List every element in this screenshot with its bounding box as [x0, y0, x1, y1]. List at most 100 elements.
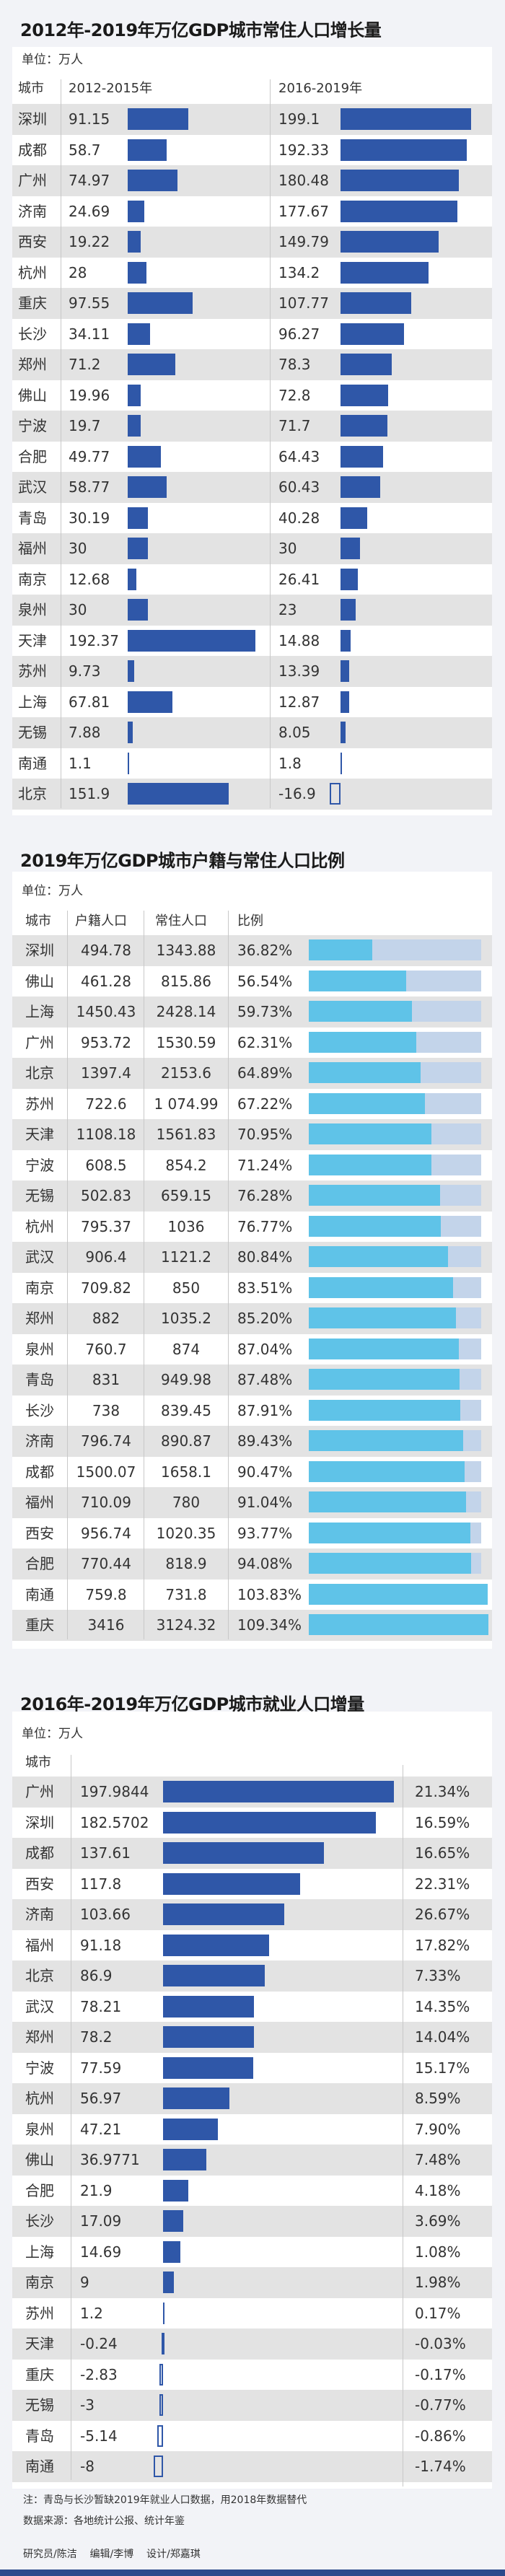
value-label: 21.9: [80, 2181, 113, 2199]
value-label: 19.96: [69, 386, 110, 404]
table-row: 济南 103.66 26.67%: [12, 1899, 492, 1930]
changzhu-value: 1 074.99: [154, 1095, 219, 1113]
value-label: 182.5702: [80, 1813, 149, 1831]
table-row: 上海 1450.43 2428.14 59.73%: [12, 996, 492, 1028]
employment-bar: [163, 2026, 255, 2048]
city-label: 深圳: [25, 1813, 54, 1831]
huji-value: 1108.18: [76, 1126, 136, 1143]
table-row: 福州 30 30: [12, 533, 492, 564]
chart2-title: 2019年万亿GDP城市户籍与常住人口比例: [20, 851, 345, 871]
ratio-fill: [309, 1614, 488, 1635]
table-row: 佛山 36.9771 7.48%: [12, 2145, 492, 2176]
table-row: 深圳 494.78 1343.88 36.82%: [12, 935, 492, 966]
bar-2016-2019年: [341, 568, 359, 590]
table-row: 广州 953.72 1530.59 62.31%: [12, 1028, 492, 1059]
city-label: 济南: [18, 202, 47, 220]
table-row: 泉州 47.21 7.90%: [12, 2114, 492, 2145]
table-row: 无锡 502.83 659.15 76.28%: [12, 1180, 492, 1212]
ratio-label: 89.43%: [237, 1432, 293, 1450]
huji-value: 3416: [87, 1616, 125, 1634]
huji-value: 906.4: [85, 1248, 127, 1266]
growth-label: 7.90%: [415, 2120, 461, 2138]
bar-2016-2019年: [341, 445, 383, 468]
table-row: 宁波 608.5 854.2 71.24%: [12, 1150, 492, 1181]
chart2-header-huji: 户籍人口: [75, 914, 127, 929]
city-label: 南京: [25, 2274, 54, 2291]
city-label: 泉州: [25, 2120, 54, 2138]
value-label: 71.2: [69, 356, 101, 373]
value-label: 30: [69, 601, 87, 618]
growth-label: 16.65%: [415, 1844, 470, 1862]
value-label: 1.1: [69, 754, 92, 772]
city-label: 无锡: [25, 1187, 54, 1204]
ratio-label: 83.51%: [237, 1279, 293, 1297]
value-label: 137.61: [80, 1844, 131, 1862]
city-label: 佛山: [25, 2151, 54, 2168]
employment-bar: [163, 1872, 301, 1895]
ratio-label: 87.91%: [237, 1401, 293, 1419]
table-row: 无锡 7.88 8.05: [12, 717, 492, 748]
chart1-divider: [270, 79, 271, 808]
huji-value: 738: [92, 1401, 120, 1419]
ratio-label: 56.54%: [237, 972, 293, 990]
huji-value: 1450.43: [76, 1003, 136, 1020]
table-row: 上海 67.81 12.87: [12, 687, 492, 718]
city-label: 苏州: [18, 662, 47, 680]
table-row: 武汉 58.77 60.43: [12, 472, 492, 503]
bar-2012-2015年: [128, 629, 255, 652]
changzhu-value: 1035.2: [161, 1310, 211, 1327]
city-label: 南京: [25, 1279, 54, 1297]
bar-2012-2015年: [128, 445, 161, 468]
table-row: 成都 1500.07 1658.1 90.47%: [12, 1457, 492, 1488]
ratio-label: 91.04%: [237, 1494, 293, 1511]
employment-bar: [163, 2118, 219, 2140]
city-label: 西安: [25, 1524, 54, 1542]
value-label: 19.22: [69, 233, 110, 250]
value-label: 64.43: [278, 447, 320, 465]
changzhu-value: 890.87: [161, 1432, 211, 1450]
chart1-header-period1: 2012-2015年: [69, 81, 153, 96]
chart1-header-period2: 2016-2019年: [278, 81, 363, 96]
city-label: 天津: [25, 2335, 54, 2352]
value-label: -2.83: [80, 2365, 118, 2383]
employment-bar: [163, 1903, 284, 1925]
table-row: 成都 58.7 192.33: [12, 135, 492, 166]
growth-label: 16.59%: [415, 1813, 470, 1831]
employment-bar: [163, 2087, 230, 2109]
value-label: 78.2: [80, 2028, 113, 2046]
ratio-label: 70.95%: [237, 1126, 293, 1143]
city-label: 西安: [18, 233, 47, 250]
huji-value: 494.78: [81, 942, 131, 959]
table-row: 郑州 882 1035.2 85.20%: [12, 1303, 492, 1334]
city-label: 郑州: [25, 2028, 54, 2046]
value-label: 14.88: [278, 631, 320, 649]
city-label: 成都: [25, 1844, 54, 1862]
table-row: 北京 1397.4 2153.6 64.89%: [12, 1058, 492, 1089]
ratio-label: 93.77%: [237, 1524, 293, 1542]
value-label: 96.27: [278, 325, 320, 343]
huji-value: 956.74: [81, 1524, 131, 1542]
ratio-fill: [309, 1062, 421, 1083]
value-label: 30: [69, 540, 87, 557]
city-label: 青岛: [25, 1371, 54, 1388]
employment-bar: [163, 2240, 180, 2263]
table-row: 西安 117.8 22.31%: [12, 1869, 492, 1900]
ratio-label: 76.77%: [237, 1217, 293, 1235]
growth-label: -0.86%: [415, 2427, 466, 2445]
value-label: 9: [80, 2274, 89, 2291]
city-label: 南通: [25, 1585, 54, 1603]
growth-label: 14.04%: [415, 2028, 470, 2046]
ratio-fill: [309, 1276, 453, 1298]
table-row: 广州 74.97 180.48: [12, 165, 492, 196]
table-row: 南京 12.68 26.41: [12, 564, 492, 595]
city-label: 宁波: [18, 417, 47, 434]
city-label: 宁波: [25, 1156, 54, 1174]
city-label: 深圳: [18, 110, 47, 128]
value-label: 177.67: [278, 202, 329, 220]
value-label: 30.19: [69, 509, 110, 527]
bar-2016-2019年: [341, 660, 350, 682]
changzhu-value: 815.86: [161, 972, 211, 990]
city-label: 福州: [25, 1494, 54, 1511]
table-row: 佛山 461.28 815.86 56.54%: [12, 966, 492, 997]
city-label: 成都: [25, 1463, 54, 1481]
